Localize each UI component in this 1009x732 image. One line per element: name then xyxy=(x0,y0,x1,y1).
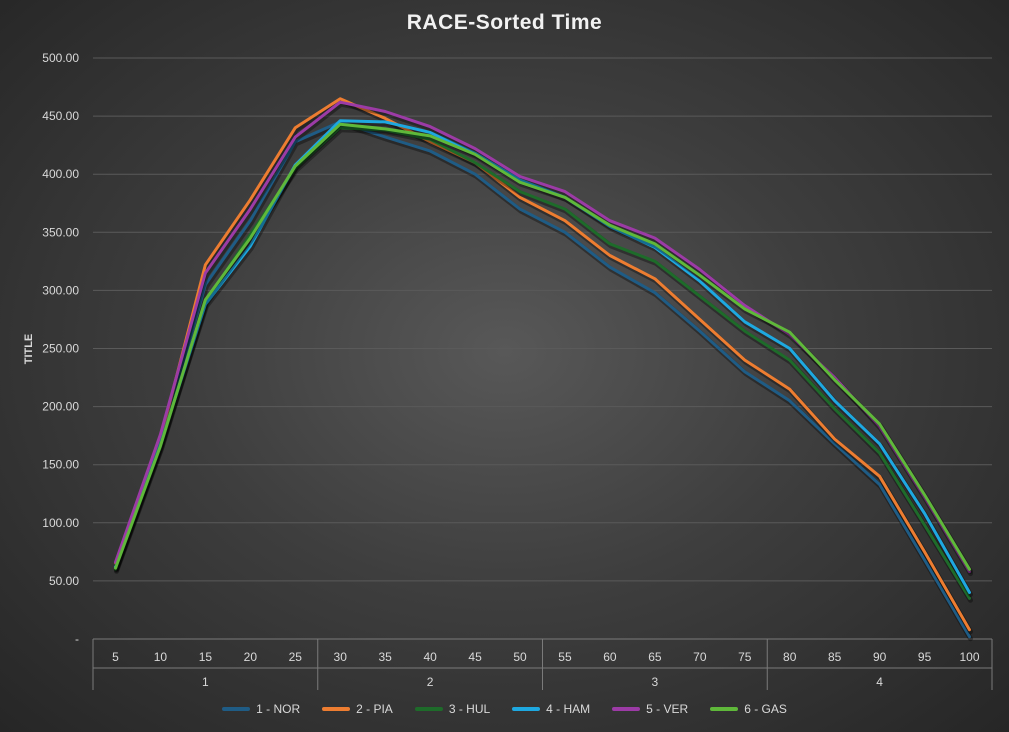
x-tick-label: 5 xyxy=(112,650,119,664)
y-tick-label: 450.00 xyxy=(42,109,79,123)
x-tick-label: 30 xyxy=(334,650,348,664)
legend-swatch xyxy=(512,707,541,711)
x-tick-label: 70 xyxy=(693,650,707,664)
y-axis-ticks: - 50.00 100.00 150.00 200.00 250.00 300.00 350.… xyxy=(42,51,79,646)
x-tick-label: 25 xyxy=(289,650,303,664)
legend-swatch xyxy=(222,707,251,711)
gridlines xyxy=(93,57,992,640)
legend-item: 4 - HAM xyxy=(512,702,590,716)
series-lines xyxy=(114,97,973,642)
series-line-shadow xyxy=(114,98,973,635)
legend-item: 5 - VER xyxy=(612,702,688,716)
x-tick-label: 90 xyxy=(873,650,887,664)
y-tick-label: 50.00 xyxy=(49,574,79,588)
x-tick-label: 40 xyxy=(423,650,437,664)
chart-legend: 1 - NOR 2 - PIA 3 - HUL 4 - HAM 5 - VER 6 - G… xyxy=(0,702,1009,716)
legend-swatch xyxy=(322,707,351,711)
legend-label: 4 - HAM xyxy=(546,702,591,716)
x-tick-label: 85 xyxy=(828,650,842,664)
y-tick-label: 350.00 xyxy=(42,225,79,239)
x-axis: 5 10 15 20 25 30 35 40 45 50 55 60 65 70 75 80 85 90 95 100… xyxy=(92,639,993,690)
y-tick-label: 200.00 xyxy=(42,400,79,414)
legend-swatch xyxy=(710,707,739,711)
x-tick-label: 50 xyxy=(513,650,527,664)
y-tick-label: 100.00 xyxy=(42,516,79,530)
y-tick-label: 400.00 xyxy=(42,167,79,181)
x-tick-label: 95 xyxy=(918,650,932,664)
x-tick-label: 80 xyxy=(783,650,797,664)
series-line xyxy=(114,100,971,574)
series-line xyxy=(114,126,971,600)
chart-title: RACE-Sorted Time xyxy=(406,11,603,34)
legend-label: 5 - VER xyxy=(646,702,689,716)
x-tick-label: 100 xyxy=(960,650,980,664)
x-group-label: 1 xyxy=(202,675,209,689)
legend-label: 2 - PIA xyxy=(356,702,393,716)
legend-item: 6 - GAS xyxy=(710,702,787,716)
legend-label: 3 - HUL xyxy=(448,702,491,716)
x-group-label: 3 xyxy=(652,675,659,689)
legend-item: 2 - PIA xyxy=(322,702,393,716)
series-line xyxy=(114,122,971,571)
x-tick-label: 15 xyxy=(199,650,213,664)
legend-swatch xyxy=(612,707,641,711)
legend-item: 1 - NOR xyxy=(222,702,300,716)
series-line xyxy=(114,97,971,632)
x-group-label: 2 xyxy=(427,675,434,689)
x-tick-label: 65 xyxy=(648,650,662,664)
series-line xyxy=(114,120,971,639)
x-tick-label: 20 xyxy=(244,650,258,664)
legend-label: 1 - NOR xyxy=(256,702,301,716)
x-tick-label: 60 xyxy=(603,650,617,664)
legend-item: 3 - HUL xyxy=(414,702,491,716)
y-tick-label: 250.00 xyxy=(42,342,79,356)
x-group-label: 4 xyxy=(876,675,883,689)
line-chart: 5 10 15 20 25 30 35 40 45 50 55 60 65 70 75 80 85 90 95 100… xyxy=(23,51,993,690)
legend-swatch xyxy=(414,707,443,711)
legend-label: 6 - GAS xyxy=(744,702,787,716)
y-axis-label: TITLE xyxy=(23,334,35,365)
x-tick-label: 35 xyxy=(378,650,392,664)
y-tick-label: 150.00 xyxy=(42,458,79,472)
x-tick-label: 10 xyxy=(154,650,168,664)
x-tick-label: 55 xyxy=(558,650,572,664)
y-tick-label: - xyxy=(75,632,79,646)
x-tick-label: 45 xyxy=(468,650,482,664)
y-tick-label: 500.00 xyxy=(42,51,79,65)
y-tick-label: 300.00 xyxy=(42,283,79,297)
x-tick-label: 75 xyxy=(738,650,752,664)
